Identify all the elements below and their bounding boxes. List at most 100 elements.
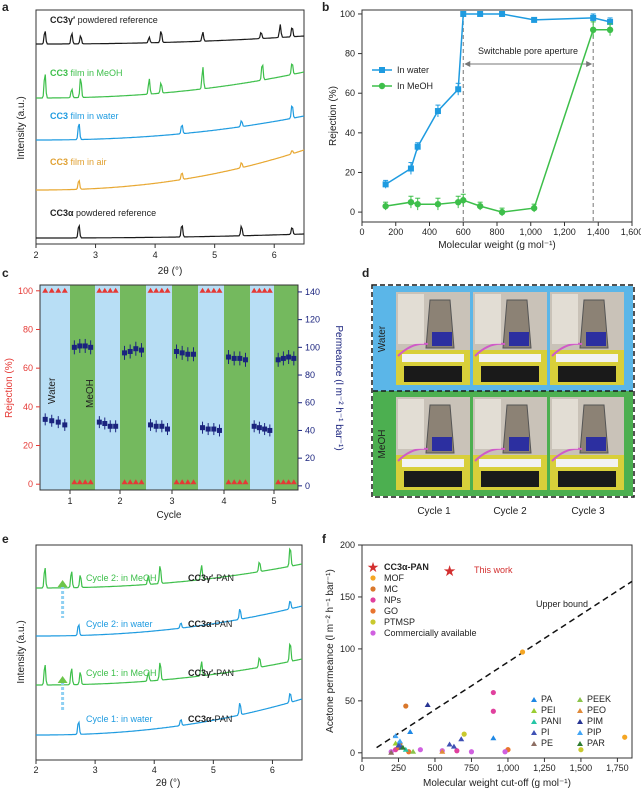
panel-b-point-water-0	[382, 181, 389, 188]
panel-d-col-3: Cycle 3	[571, 506, 605, 517]
panel-c-rej-water-2-3	[164, 287, 171, 293]
panel-c-xlabel: Cycle	[156, 510, 181, 521]
panel-c-band-2	[95, 285, 120, 490]
panel-d-photo-tube-r1c1	[474, 447, 506, 462]
panel-b-xtick-600: 600	[456, 227, 471, 237]
panel-b-xtick-1400: 1,400	[587, 227, 610, 237]
panel-b-point-water-3	[434, 108, 441, 115]
panel-b-ytick-40: 40	[345, 128, 355, 138]
panel-d-photo-base-r0c2	[558, 366, 616, 382]
panel-c-rej-water-3-1	[205, 287, 212, 293]
panel-f-point-3	[519, 649, 526, 655]
panel-c-yltick-20: 20	[23, 441, 33, 451]
panel-e-trace-3	[36, 642, 303, 686]
panel-f-point-31	[410, 748, 417, 754]
panel-c-rej-meoh-0-2	[82, 479, 89, 485]
panel-d-photo-liquid-r1c1	[509, 437, 529, 451]
panel-f-legend-poly-marker-8	[577, 730, 583, 735]
panel-a-xtick-5: 5	[212, 250, 217, 260]
panel-f-point-33	[424, 702, 431, 708]
panel-c-xtick-1: 1	[67, 496, 72, 506]
panel-e-phase-1: CC3γ′-PAN	[188, 573, 234, 583]
panel-a-trace-1	[36, 24, 305, 45]
panel-c-axes: 0 20 40 60 80 100 0 20 40 60 80 100 120 140 1 2 3 4 5	[18, 286, 320, 506]
panel-c-yrtick-140: 140	[305, 287, 320, 297]
panel-c-perm-water-0-2	[55, 419, 61, 425]
panel-d-photos: Water MeOH Cycle 1 Cycle 2 Cycle 3	[371, 284, 635, 517]
panel-b-xtick-0: 0	[359, 227, 364, 237]
panel-c-perm-water-1-0	[96, 419, 102, 425]
panel-f-xtick-750: 750	[464, 763, 479, 773]
panel-a-trace-5	[36, 223, 304, 239]
panel-e-arrows	[57, 580, 68, 712]
panel-c-ylabel-right: Permeance (l m⁻² h⁻¹ bar⁻¹)	[333, 325, 344, 450]
panel-e-frame	[35, 544, 303, 761]
panel-c-bands	[40, 285, 298, 490]
panel-b-axes: 0 200 400 600 800 1,000 1,200 1,400 1,600 0 20 40 60…	[340, 9, 641, 237]
panel-d-photo-liquid-r0c1	[509, 332, 529, 346]
panel-c-perm-water-3-1	[205, 426, 211, 432]
panel-e-phase-2-bold: CC3α	[188, 619, 212, 629]
panel-a-trace-4-bold: CC3	[50, 157, 68, 167]
panel-b-point-meoh-5	[460, 197, 467, 204]
panel-f-legend-label-2: MC	[384, 584, 398, 594]
panel-c-perm-meoh-2-3	[190, 351, 196, 357]
panel-b-point-meoh-0	[382, 202, 389, 210]
panel-c-rej-meoh-3-2	[236, 479, 243, 485]
panel-c-yrtick-80: 80	[305, 370, 315, 380]
panel-f-axes: 0 250 500 750 1,000 1,250 1,500 1,750 0 50 100 150 2…	[340, 540, 633, 773]
panel-c-perm-water-3-0	[200, 425, 206, 431]
panel-f-legend-marker-3	[370, 597, 376, 603]
panel-b-point-meoh-2	[414, 200, 421, 208]
panel-c-rej-meoh-3-1	[231, 479, 238, 485]
panel-c-rej-meoh-1-3	[138, 479, 145, 485]
panel-c-yltick-80: 80	[23, 324, 33, 334]
panel-f-legend-poly-marker-0	[531, 697, 537, 702]
panel-c-perm-meoh-4-1	[280, 355, 286, 361]
panel-d-photo-base-r1c0	[404, 471, 462, 487]
panel-f-ytick-100: 100	[340, 644, 355, 654]
panel-f-ytick-0: 0	[350, 748, 355, 758]
panel-c-yrtick-60: 60	[305, 398, 315, 408]
panel-f-legend-poly-marker-4	[531, 741, 537, 746]
panel-e-phase-1-bold: CC3γ′	[188, 573, 213, 583]
panel-c-perm-meoh-0-0	[71, 344, 77, 350]
panel-e-phase-4: CC3α-PAN	[188, 714, 232, 724]
panel-f-legend-poly-label-8: PIP	[587, 727, 602, 737]
panel-c-perm-meoh-0-2	[82, 343, 88, 349]
panel-c-perm-water-1-2	[107, 423, 113, 429]
panel-c-rej-meoh-1-2	[132, 479, 139, 485]
panel-c-perm-meoh-0-1	[77, 343, 83, 349]
panel-c-rej-meoh-2-1	[179, 479, 186, 485]
panel-c-points	[42, 287, 297, 485]
legend-meoh-marker	[378, 82, 386, 90]
panel-c-rej-meoh-4-1	[280, 479, 287, 485]
panel-f-upper-bound: Upper bound	[536, 599, 588, 609]
panel-e-xlabel: 2θ (°)	[156, 778, 181, 789]
panel-d-photo-bg-r1c2	[552, 399, 578, 449]
panel-d-photo-label-r0c0	[402, 354, 464, 362]
panel-c-perm-water-2-3	[164, 426, 170, 432]
panel-a-trace-1-rest: powdered reference	[75, 15, 158, 25]
panel-c-rej-meoh-0-3	[87, 479, 94, 485]
panel-b-point-meoh-8	[530, 204, 538, 212]
panel-d-photo-tube-r0c0	[397, 342, 429, 357]
panel-f-legend-poly-label-1: PEI	[541, 705, 556, 715]
panel-c-perm-meoh-2-2	[185, 351, 191, 357]
panel-d-photo-liquid-r1c2	[586, 437, 606, 451]
panel-b-ytick-20: 20	[345, 167, 355, 177]
panel-f-legend-poly-marker-9	[577, 741, 583, 746]
panel-c-ylabel-left: Rejection (%)	[4, 358, 15, 418]
panel-c-band-water: Water	[47, 377, 58, 404]
panel-b-point-water-9	[590, 14, 597, 21]
panel-e-trace-label-2: Cycle 2: in water	[86, 619, 153, 629]
panel-c-rej-water-0-0	[42, 287, 49, 293]
panel-d-photo-tube-r1c2	[551, 447, 583, 462]
panel-c-perm-water-3-2	[211, 426, 217, 432]
panel-d-col-2: Cycle 2	[493, 506, 527, 517]
panel-f-legend-marker-2	[370, 586, 376, 592]
panel-a-trace-3-rest: film in water	[68, 111, 119, 121]
panel-d-row-water: Water	[377, 325, 388, 352]
